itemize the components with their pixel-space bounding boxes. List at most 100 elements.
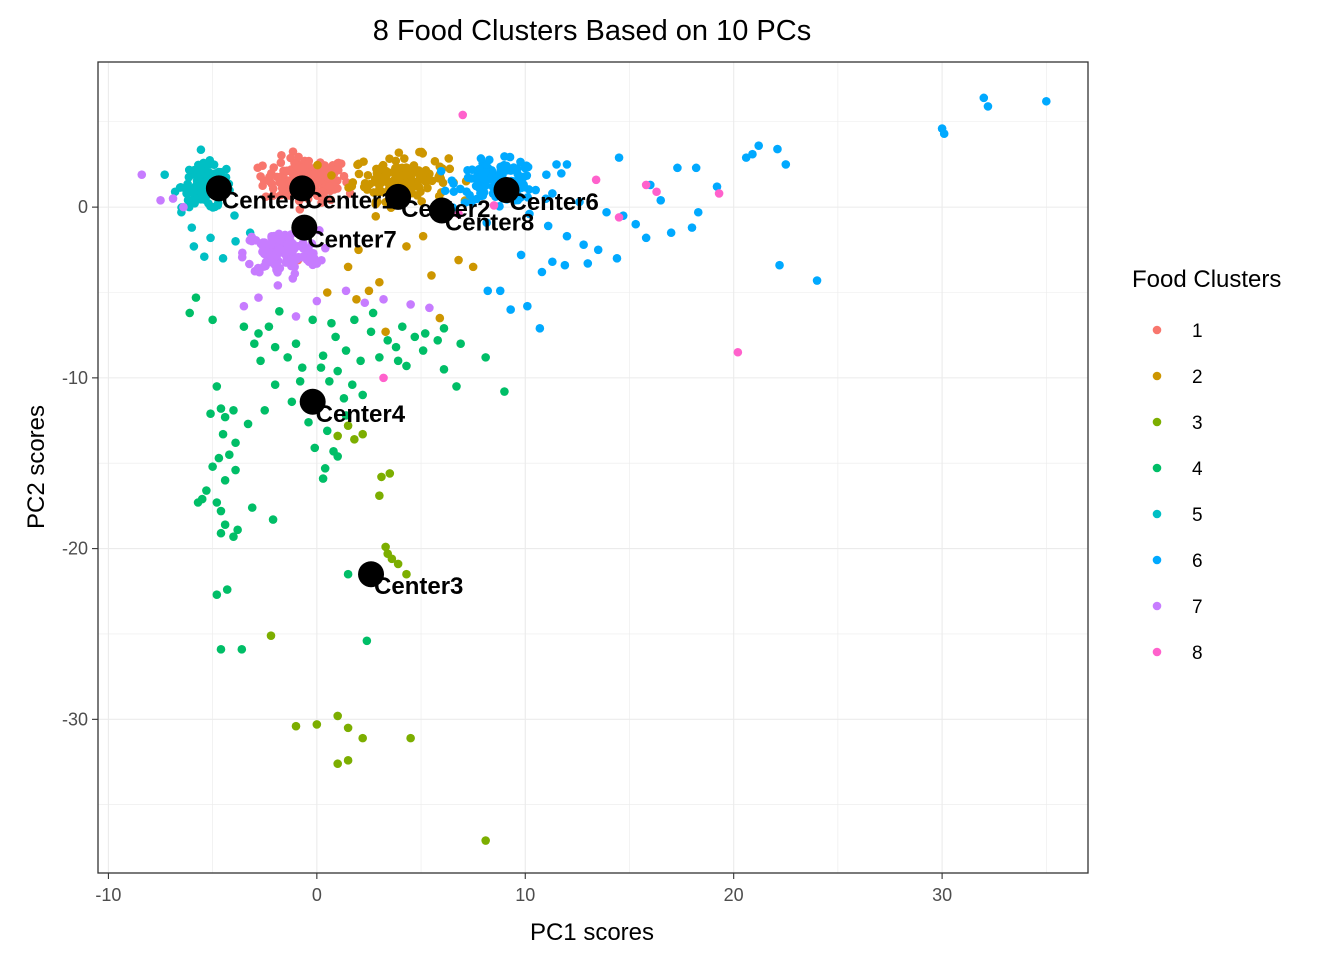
data-point	[273, 281, 283, 290]
data-point	[417, 197, 426, 206]
legend-item-8: 8	[1152, 643, 1203, 664]
data-point	[309, 169, 318, 179]
data-point	[812, 276, 822, 285]
data-point	[733, 347, 743, 357]
data-point	[250, 339, 259, 349]
data-point	[331, 332, 340, 342]
data-point	[274, 263, 283, 273]
data-point	[325, 376, 334, 386]
data-point	[358, 390, 367, 400]
data-point	[265, 172, 274, 182]
data-point	[222, 585, 232, 594]
center-marker	[358, 561, 385, 588]
data-point	[308, 315, 317, 325]
data-point	[334, 158, 343, 168]
data-point	[460, 198, 470, 208]
legend-title: Food Clusters	[1132, 266, 1281, 293]
data-point	[307, 239, 317, 248]
legend-key	[1152, 417, 1162, 427]
data-point	[191, 293, 201, 302]
data-point	[190, 182, 200, 191]
x-tick-label: -10	[95, 885, 121, 905]
center-label: Center8	[445, 210, 534, 237]
data-point	[397, 322, 407, 331]
data-point	[313, 160, 322, 170]
data-point	[347, 380, 357, 389]
data-point	[373, 197, 382, 207]
data-point	[548, 189, 557, 198]
chart-title: 8 Food Clusters Based on 10 PCs	[373, 15, 811, 47]
data-point	[268, 191, 278, 200]
legend-key	[1152, 647, 1162, 657]
data-point	[593, 245, 603, 255]
data-point	[187, 223, 197, 232]
data-points	[137, 93, 1051, 845]
y-axis-title: PC2 scores	[23, 405, 50, 529]
legend-label: 1	[1192, 321, 1203, 342]
data-point	[281, 258, 291, 267]
data-point	[489, 201, 499, 210]
legend-item-5: 5	[1152, 505, 1203, 526]
data-point	[939, 129, 949, 139]
data-point	[317, 255, 326, 265]
data-point	[418, 149, 428, 158]
data-point	[433, 336, 443, 345]
data-point	[602, 207, 611, 217]
data-point	[298, 238, 308, 248]
legend-label: 3	[1192, 413, 1203, 434]
data-point	[297, 163, 307, 173]
data-point	[520, 163, 530, 173]
data-point	[386, 177, 395, 187]
data-point	[216, 506, 226, 516]
data-point	[387, 554, 397, 564]
data-point	[516, 250, 526, 260]
data-point	[516, 157, 525, 167]
data-point	[552, 160, 561, 169]
data-point	[366, 327, 376, 337]
legend-item-6: 6	[1152, 551, 1203, 572]
data-point	[316, 363, 326, 372]
legend-item-3: 3	[1152, 413, 1203, 434]
data-point	[394, 148, 404, 157]
data-point	[312, 296, 322, 306]
data-point	[542, 170, 551, 179]
data-point	[400, 154, 409, 163]
data-point	[341, 346, 351, 355]
data-point	[402, 361, 411, 371]
data-point	[614, 153, 624, 162]
legend-key	[1152, 555, 1162, 565]
series-8	[379, 110, 743, 383]
data-point	[295, 376, 305, 386]
series-3	[266, 421, 490, 845]
center-label: Center1	[305, 187, 394, 214]
data-point	[160, 170, 169, 179]
data-point	[425, 303, 434, 313]
center-marker	[493, 177, 520, 204]
center-label: Center4	[316, 401, 406, 428]
data-point	[371, 212, 381, 221]
data-point	[216, 645, 226, 654]
data-point	[377, 472, 386, 482]
data-point	[254, 329, 263, 338]
data-point	[458, 110, 468, 120]
data-point	[372, 168, 382, 178]
data-point	[343, 569, 353, 579]
data-point	[243, 419, 253, 429]
data-point	[196, 161, 205, 170]
data-point	[666, 228, 676, 238]
data-point	[324, 182, 334, 191]
data-point	[368, 308, 378, 318]
data-point	[291, 339, 301, 349]
data-point	[275, 306, 284, 316]
data-point	[184, 165, 194, 175]
data-point	[318, 170, 327, 179]
data-point	[439, 324, 449, 333]
data-point	[185, 308, 195, 318]
data-point	[560, 260, 570, 270]
data-point	[562, 231, 572, 241]
legend-label: 7	[1192, 597, 1203, 618]
data-point	[245, 259, 254, 269]
legend-label: 8	[1192, 643, 1203, 664]
data-point	[393, 559, 403, 569]
data-point	[383, 336, 393, 345]
